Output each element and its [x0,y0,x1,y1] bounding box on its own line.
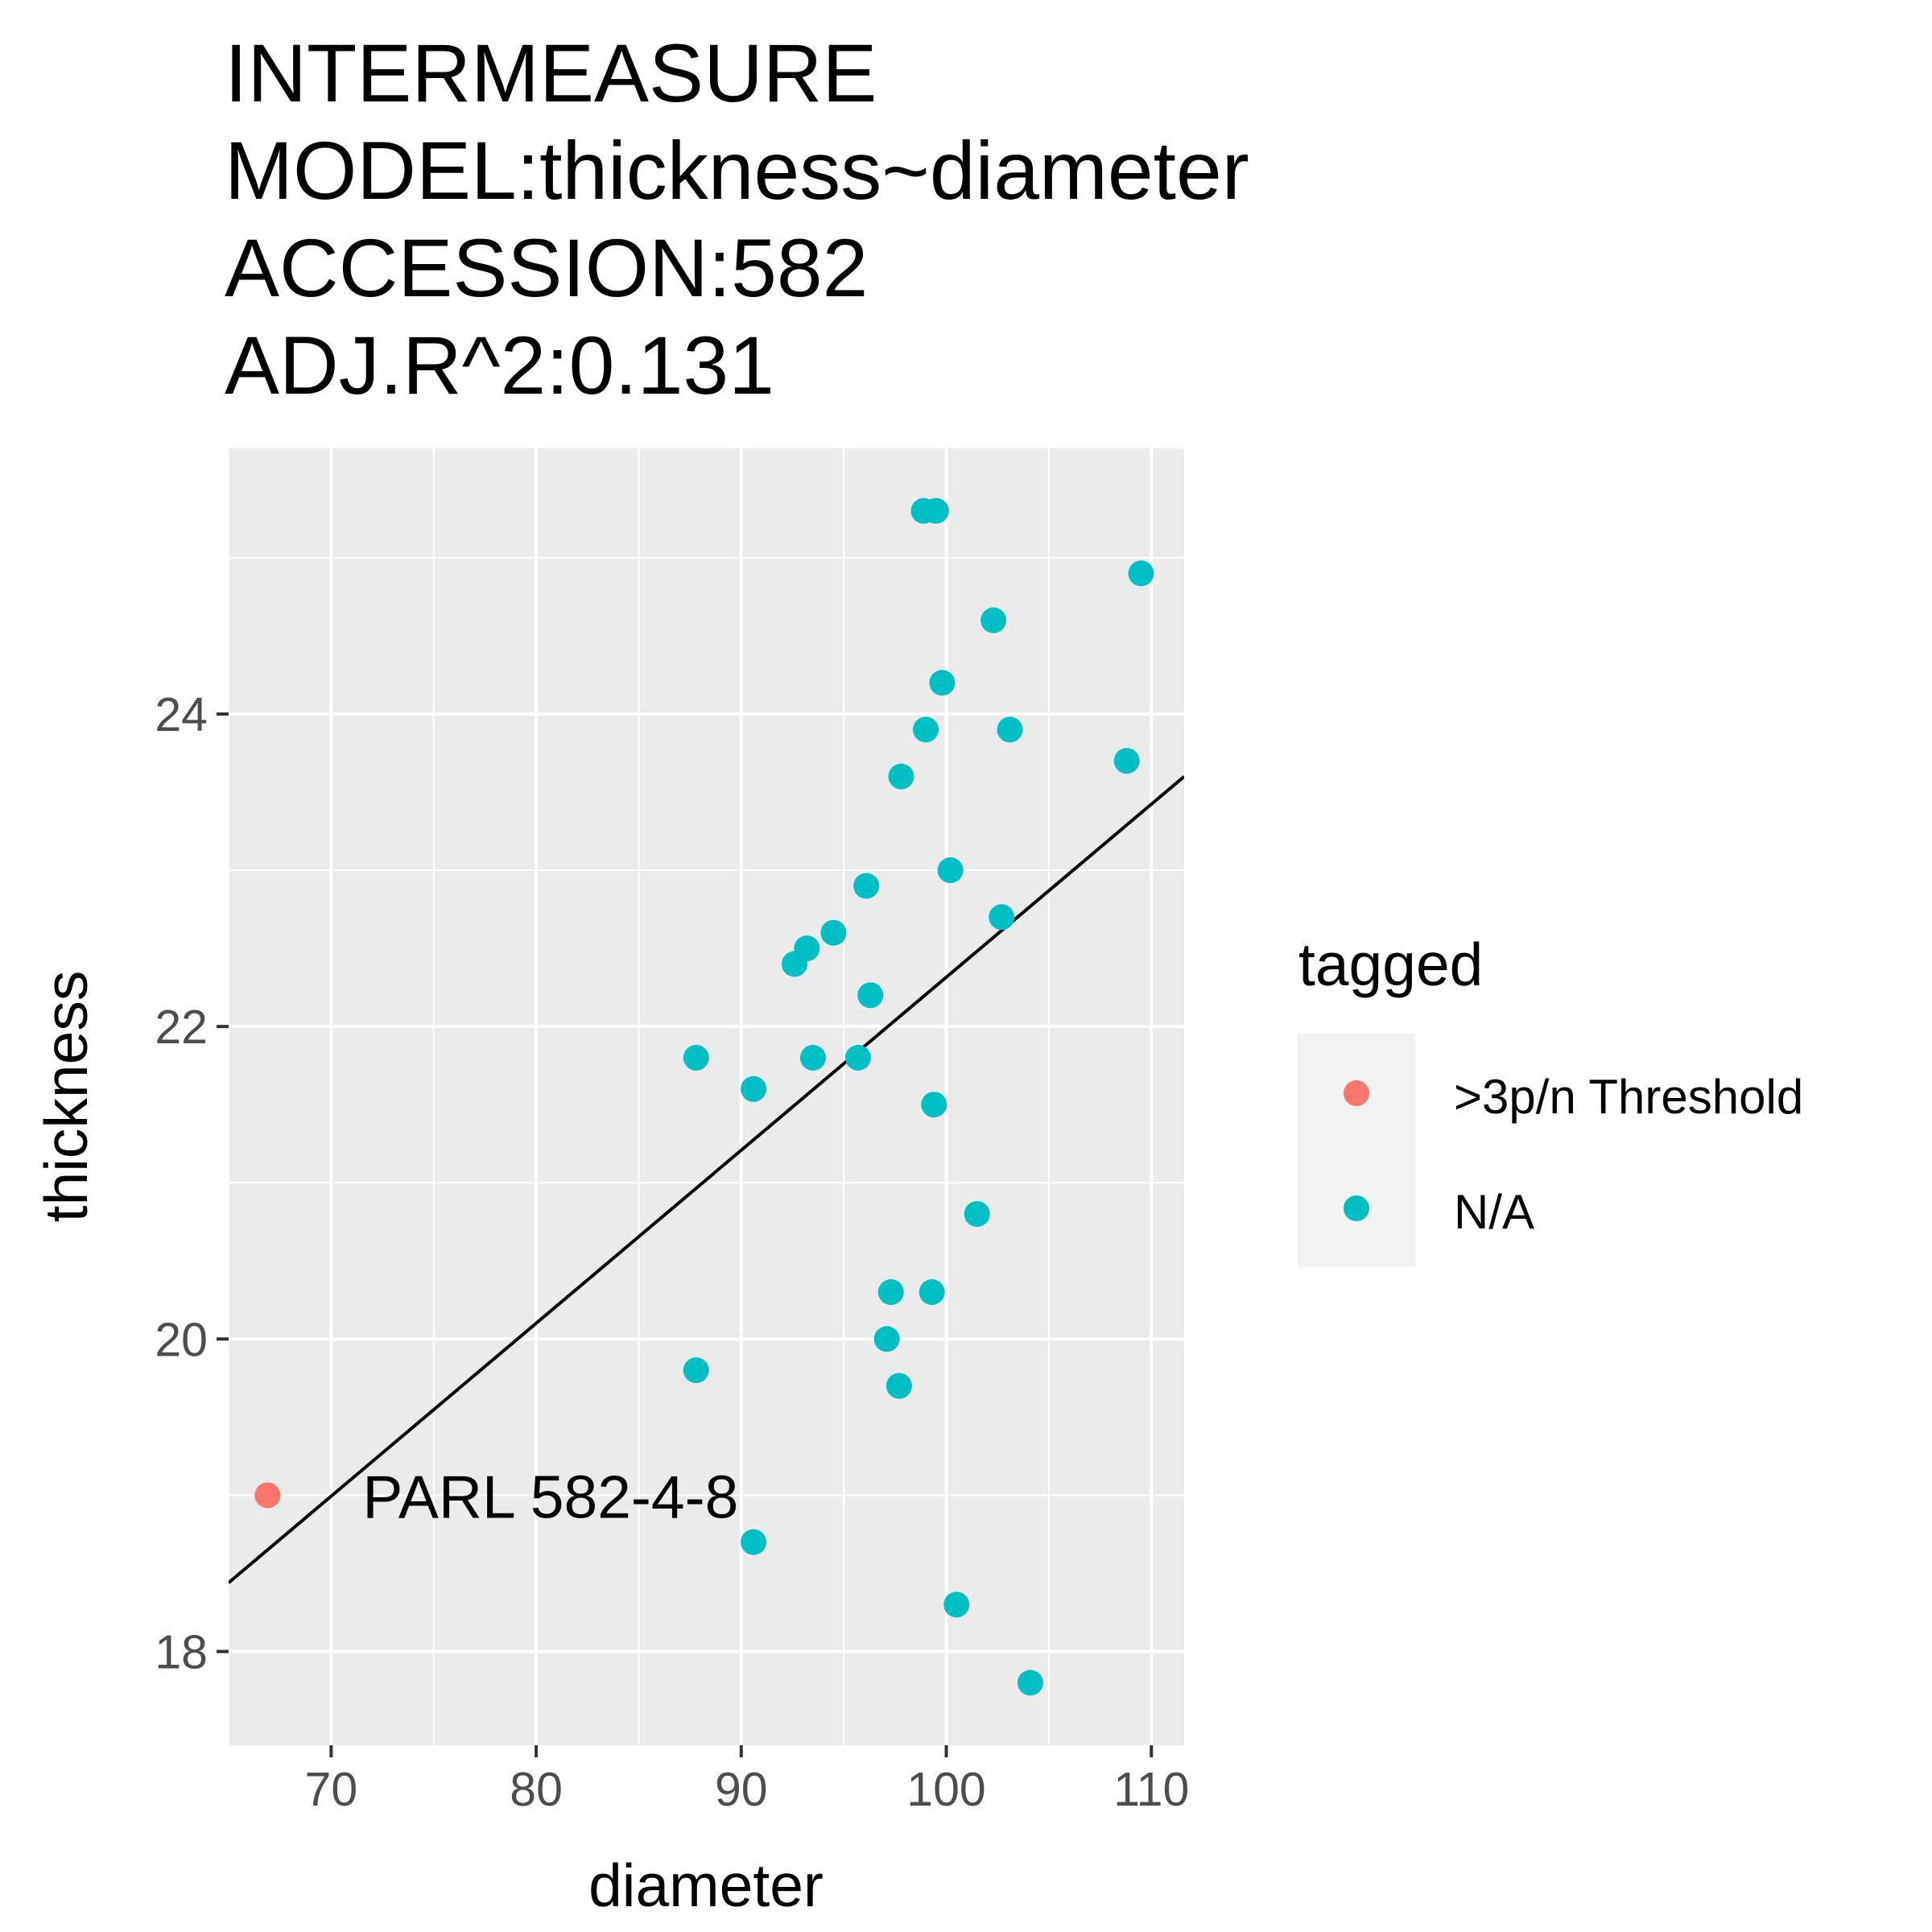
data-point-na [964,1201,990,1228]
title-line-1: INTERMEASURE [225,27,877,119]
x-tick-label: 110 [1113,1763,1189,1816]
data-point-na [857,982,884,1009]
data-point-threshold [254,1482,281,1509]
regression-layer [229,775,1184,1584]
plot-panel [229,448,1184,1745]
y-tick-label: 18 [155,1626,208,1679]
annotation-label-left: PARL 582-4-8 [0,1463,217,1530]
legend-label-na: N/A [1454,1185,1534,1239]
data-point-na [919,1279,945,1306]
data-point-na [844,1044,871,1071]
data-point-na [989,904,1015,931]
data-point-na [937,857,964,884]
title-line-4: ADJ.R^2:0.131 [225,320,774,411]
data-point-na [943,1591,970,1618]
x-axis: 70 80 90 100 110 [305,1745,1189,1816]
data-point-na [799,1044,826,1071]
data-point-na [923,497,949,524]
legend-key-na [1344,1195,1369,1221]
x-tick-label: 80 [510,1763,563,1816]
data-point-na [1113,748,1140,774]
data-point-na [1017,1670,1043,1696]
data-point-na [782,951,808,977]
data-point-na [683,1357,709,1384]
data-point-na [921,1092,947,1118]
data-point-na [877,1279,904,1306]
legend-title: tagged [1298,931,1483,998]
legend-key-background [1298,1034,1415,1267]
legend-keys [1344,1080,1369,1221]
data-point-na [929,670,956,696]
y-axis: 18 20 22 24 [155,688,229,1679]
annotation-label-right: PARL 582-4-8 [362,1463,738,1530]
y-tick-label: 20 [155,1313,208,1366]
data-point-na [886,1373,912,1399]
y-axis-title: thickness [32,971,100,1223]
data-point-na [820,919,847,946]
x-axis-title: diameter [588,1852,824,1919]
data-point-na [741,1529,767,1555]
data-point-na [873,1326,900,1352]
data-point-na [913,716,939,743]
data-point-na [853,873,880,899]
annotation-layer: PARL 582-4-8 PARL 582-4-8 [0,1463,738,1530]
legend: tagged >3p/n Threshold N/A [1298,931,1803,1267]
x-tick-label: 70 [305,1763,358,1816]
data-point-na [741,1075,767,1102]
y-tick-label: 24 [155,688,208,741]
grid-lines [228,448,1184,1745]
data-point-na [888,763,914,790]
data-point-na [997,716,1023,743]
x-tick-label: 90 [715,1763,768,1816]
legend-key-threshold [1344,1080,1369,1106]
data-point-na [683,1044,709,1071]
title-line-2: MODEL:thickness~diameter [225,125,1249,217]
data-point-na [980,607,1007,634]
title-line-3: ACCESSION:582 [225,222,868,314]
y-tick-label: 22 [155,1001,208,1054]
data-points [254,497,1154,1696]
data-point-na [1128,560,1154,587]
legend-label-threshold: >3p/n Threshold [1454,1070,1803,1124]
chart-title: INTERMEASURE MODEL:thickness~diameter AC… [225,27,1249,411]
x-tick-label: 100 [906,1763,985,1816]
regression-line [229,775,1184,1584]
